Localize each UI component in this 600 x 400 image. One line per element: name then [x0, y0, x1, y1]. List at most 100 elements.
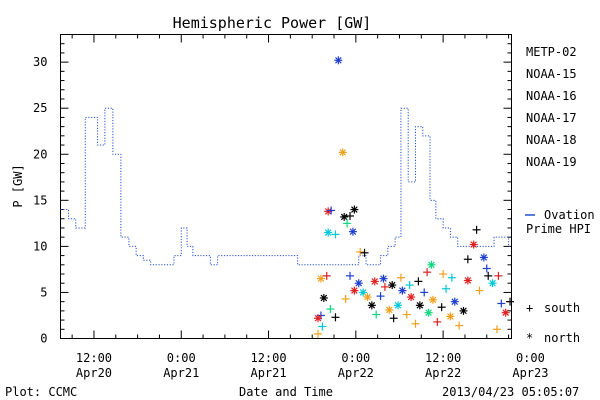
- data-point-north: [398, 286, 407, 295]
- scatter-points: [314, 56, 515, 338]
- legend-north-symbol: *: [526, 331, 533, 345]
- data-point-south: [356, 247, 365, 256]
- data-point-north: [501, 308, 510, 317]
- legend-metp-02: METP-02: [526, 45, 577, 59]
- data-point-north: [488, 279, 497, 288]
- ovation-line: [60, 107, 512, 266]
- data-point-south: [318, 322, 327, 331]
- data-point-south: [326, 305, 335, 314]
- data-point-north: [316, 274, 325, 283]
- data-point-north: [446, 312, 455, 321]
- data-point-south: [492, 325, 501, 334]
- data-point-north: [388, 281, 397, 290]
- data-point-north: [424, 308, 433, 317]
- legend-noaa-15: NOAA-15: [526, 67, 577, 81]
- ovation-prime-hpi-line: [60, 107, 512, 266]
- legend-noaa-16: NOAA-16: [526, 89, 577, 103]
- y-axis: 0 5 10 15 20 25 30: [33, 34, 512, 346]
- data-point-south: [346, 271, 355, 280]
- data-point-north: [463, 276, 472, 285]
- x-tick-label-date: Apr21: [250, 366, 286, 380]
- data-point-north: [324, 228, 333, 237]
- legend-prime-hpi-label: Prime HPI: [526, 222, 591, 236]
- data-point-north: [354, 279, 363, 288]
- data-point-north: [348, 227, 357, 236]
- data-point-north: [338, 148, 347, 157]
- legend-noaa-18: NOAA-18: [526, 133, 577, 147]
- x-tick-label-time: 0:00: [341, 351, 370, 365]
- y-axis-label: P [GW]: [11, 164, 25, 207]
- data-point-south: [463, 255, 472, 264]
- data-point-south: [314, 329, 323, 338]
- chart-title: Hemispheric Power [GW]: [173, 14, 372, 32]
- data-point-south: [484, 271, 493, 280]
- data-point-north: [359, 288, 368, 297]
- data-point-south: [423, 268, 432, 277]
- data-point-north: [324, 207, 333, 216]
- plot-source: Plot: CCMC: [5, 385, 77, 399]
- data-point-north: [314, 314, 323, 323]
- y-tick-label: 30: [33, 55, 47, 69]
- x-tick-label-date: Apr22: [338, 366, 374, 380]
- data-point-north: [479, 253, 488, 262]
- y-tick-label: 10: [33, 239, 47, 253]
- data-point-south: [494, 271, 503, 280]
- x-tick-label-time: 12:00: [425, 351, 461, 365]
- data-point-south: [360, 248, 369, 257]
- legend-noaa-19: NOAA-19: [526, 155, 577, 169]
- data-point-south: [437, 303, 446, 312]
- x-tick-label-time: 12:00: [250, 351, 286, 365]
- data-point-south: [411, 319, 420, 328]
- data-point-south: [497, 299, 506, 308]
- x-tick-label-time: 0:00: [167, 351, 196, 365]
- plot-frame: [60, 34, 512, 339]
- x-tick-label-date: Apr20: [76, 366, 112, 380]
- data-point-south: [472, 225, 481, 234]
- data-point-south: [433, 317, 442, 326]
- data-point-north: [450, 297, 459, 306]
- y-tick-label: 5: [40, 285, 47, 299]
- data-point-north: [469, 240, 478, 249]
- data-point-south: [402, 310, 411, 319]
- data-point-north: [394, 301, 403, 310]
- plot-timestamp: 2013/04/23 05:05:07: [442, 385, 579, 399]
- data-point-north: [350, 205, 359, 214]
- data-point-south: [346, 211, 355, 220]
- data-point-north: [319, 293, 328, 302]
- data-point-north: [427, 260, 436, 269]
- data-point-south: [506, 297, 515, 306]
- y-tick-label: 15: [33, 193, 47, 207]
- data-point-south: [482, 264, 491, 273]
- legend-north-label: north: [544, 331, 580, 345]
- data-point-north: [370, 277, 379, 286]
- data-point-south: [380, 282, 389, 291]
- legend-south-label: south: [544, 301, 580, 315]
- legend-ovation-label: Ovation: [544, 208, 595, 222]
- y-tick-label: 20: [33, 147, 47, 161]
- data-point-south: [405, 281, 414, 290]
- data-point-south: [372, 310, 381, 319]
- x-axis: 12:00Apr200:00Apr2112:00Apr210:00Apr2212…: [71, 34, 548, 380]
- data-point-south: [414, 277, 423, 286]
- data-point-south: [439, 270, 448, 279]
- x-tick-label-date: Apr21: [163, 366, 199, 380]
- data-point-north: [340, 212, 349, 221]
- data-point-north: [379, 274, 388, 283]
- data-point-north: [428, 295, 437, 304]
- x-axis-label: Date and Time: [239, 385, 333, 399]
- y-tick-label: 25: [33, 101, 47, 115]
- legend: METP-02 NOAA-15 NOAA-16 NOAA-17 NOAA-18 …: [525, 45, 595, 345]
- data-point-north: [367, 301, 376, 310]
- data-point-north: [334, 56, 343, 65]
- data-point-south: [447, 273, 456, 282]
- data-point-south: [331, 230, 340, 239]
- x-tick-label-time: 12:00: [76, 351, 112, 365]
- data-point-south: [396, 273, 405, 282]
- data-point-south: [327, 206, 336, 215]
- data-point-north: [385, 305, 394, 314]
- data-point-south: [475, 286, 484, 295]
- data-point-south: [343, 219, 352, 228]
- legend-noaa-17: NOAA-17: [526, 111, 577, 125]
- data-point-north: [363, 293, 372, 302]
- data-point-south: [389, 314, 398, 323]
